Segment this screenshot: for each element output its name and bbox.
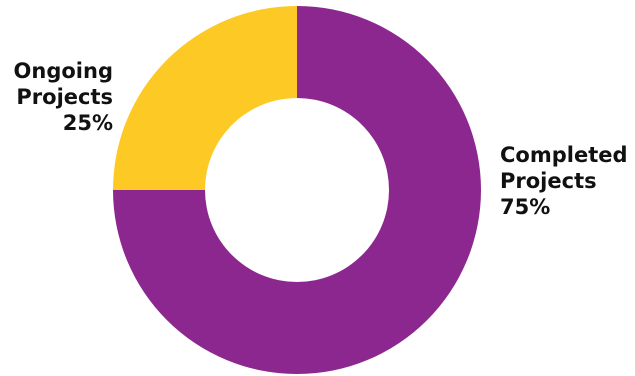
donut-slice-ongoing-projects <box>113 6 297 190</box>
ongoing-label-line-1: Ongoing <box>13 59 113 83</box>
completed-projects-label: Completed Projects 75% <box>500 142 628 220</box>
ongoing-label-line-2: Projects <box>16 85 113 109</box>
completed-label-line-2: Projects <box>500 169 597 193</box>
completed-label-percent: 75% <box>500 195 551 219</box>
completed-label-line-1: Completed <box>500 143 628 167</box>
ongoing-projects-label: Ongoing Projects 25% <box>8 58 113 136</box>
ongoing-label-percent: 25% <box>62 111 113 135</box>
donut-slice-completed-projects <box>113 6 481 374</box>
